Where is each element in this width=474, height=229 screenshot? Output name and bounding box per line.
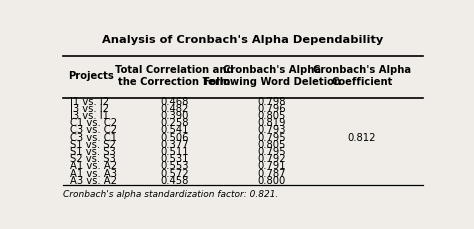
- Text: Cronbach's alpha standardization factor: 0.821.: Cronbach's alpha standardization factor:…: [63, 190, 278, 199]
- Text: Cronbach's Alpha
Coefficient: Cronbach's Alpha Coefficient: [313, 65, 411, 87]
- Text: C3 vs. C1: C3 vs. C1: [70, 133, 117, 143]
- Text: S2 vs. S3: S2 vs. S3: [70, 154, 116, 164]
- Text: 0.572: 0.572: [160, 169, 189, 179]
- Text: I3 vs. I1: I3 vs. I1: [70, 111, 109, 121]
- Text: 0.258: 0.258: [160, 118, 189, 128]
- Text: C3 vs. C2: C3 vs. C2: [70, 125, 117, 135]
- Text: I1 vs. I2: I1 vs. I2: [70, 97, 109, 107]
- Text: 0.812: 0.812: [347, 133, 376, 143]
- Text: 0.553: 0.553: [160, 161, 189, 172]
- Text: 0.468: 0.468: [160, 97, 189, 107]
- Text: 0.506: 0.506: [160, 133, 189, 143]
- Text: A1 vs. A3: A1 vs. A3: [70, 169, 117, 179]
- Text: S1 vs. S2: S1 vs. S2: [70, 140, 116, 150]
- Text: 0.541: 0.541: [160, 125, 189, 135]
- Text: 0.390: 0.390: [160, 111, 189, 121]
- Text: Cronbach's Alpha
Following Word Deletion: Cronbach's Alpha Following Word Deletion: [203, 65, 341, 87]
- Text: 0.482: 0.482: [160, 104, 189, 114]
- Text: 0.798: 0.798: [257, 97, 286, 107]
- Text: A1 vs. A2: A1 vs. A2: [70, 161, 118, 172]
- Text: 0.795: 0.795: [257, 147, 286, 157]
- Text: 0.795: 0.795: [257, 133, 286, 143]
- Text: I3 vs. I2: I3 vs. I2: [70, 104, 109, 114]
- Text: Total Correlation and
the Correction Term: Total Correlation and the Correction Ter…: [115, 65, 234, 87]
- Text: 0.805: 0.805: [257, 140, 286, 150]
- Text: 0.800: 0.800: [257, 176, 286, 186]
- Text: 0.511: 0.511: [160, 147, 189, 157]
- Text: 0.787: 0.787: [257, 169, 286, 179]
- Text: 0.791: 0.791: [257, 161, 286, 172]
- Text: 0.458: 0.458: [160, 176, 189, 186]
- Text: 0.819: 0.819: [257, 118, 286, 128]
- Text: 0.377: 0.377: [160, 140, 189, 150]
- Text: A3 vs. A2: A3 vs. A2: [70, 176, 117, 186]
- Text: 0.531: 0.531: [160, 154, 189, 164]
- Text: Projects: Projects: [68, 71, 114, 81]
- Text: Analysis of Cronbach's Alpha Dependability: Analysis of Cronbach's Alpha Dependabili…: [102, 35, 383, 44]
- Text: C1 vs. C2: C1 vs. C2: [70, 118, 118, 128]
- Text: 0.796: 0.796: [257, 104, 286, 114]
- Text: 0.805: 0.805: [257, 111, 286, 121]
- Text: S1 vs. S3: S1 vs. S3: [70, 147, 116, 157]
- Text: 0.792: 0.792: [257, 154, 286, 164]
- Text: 0.793: 0.793: [257, 125, 286, 135]
